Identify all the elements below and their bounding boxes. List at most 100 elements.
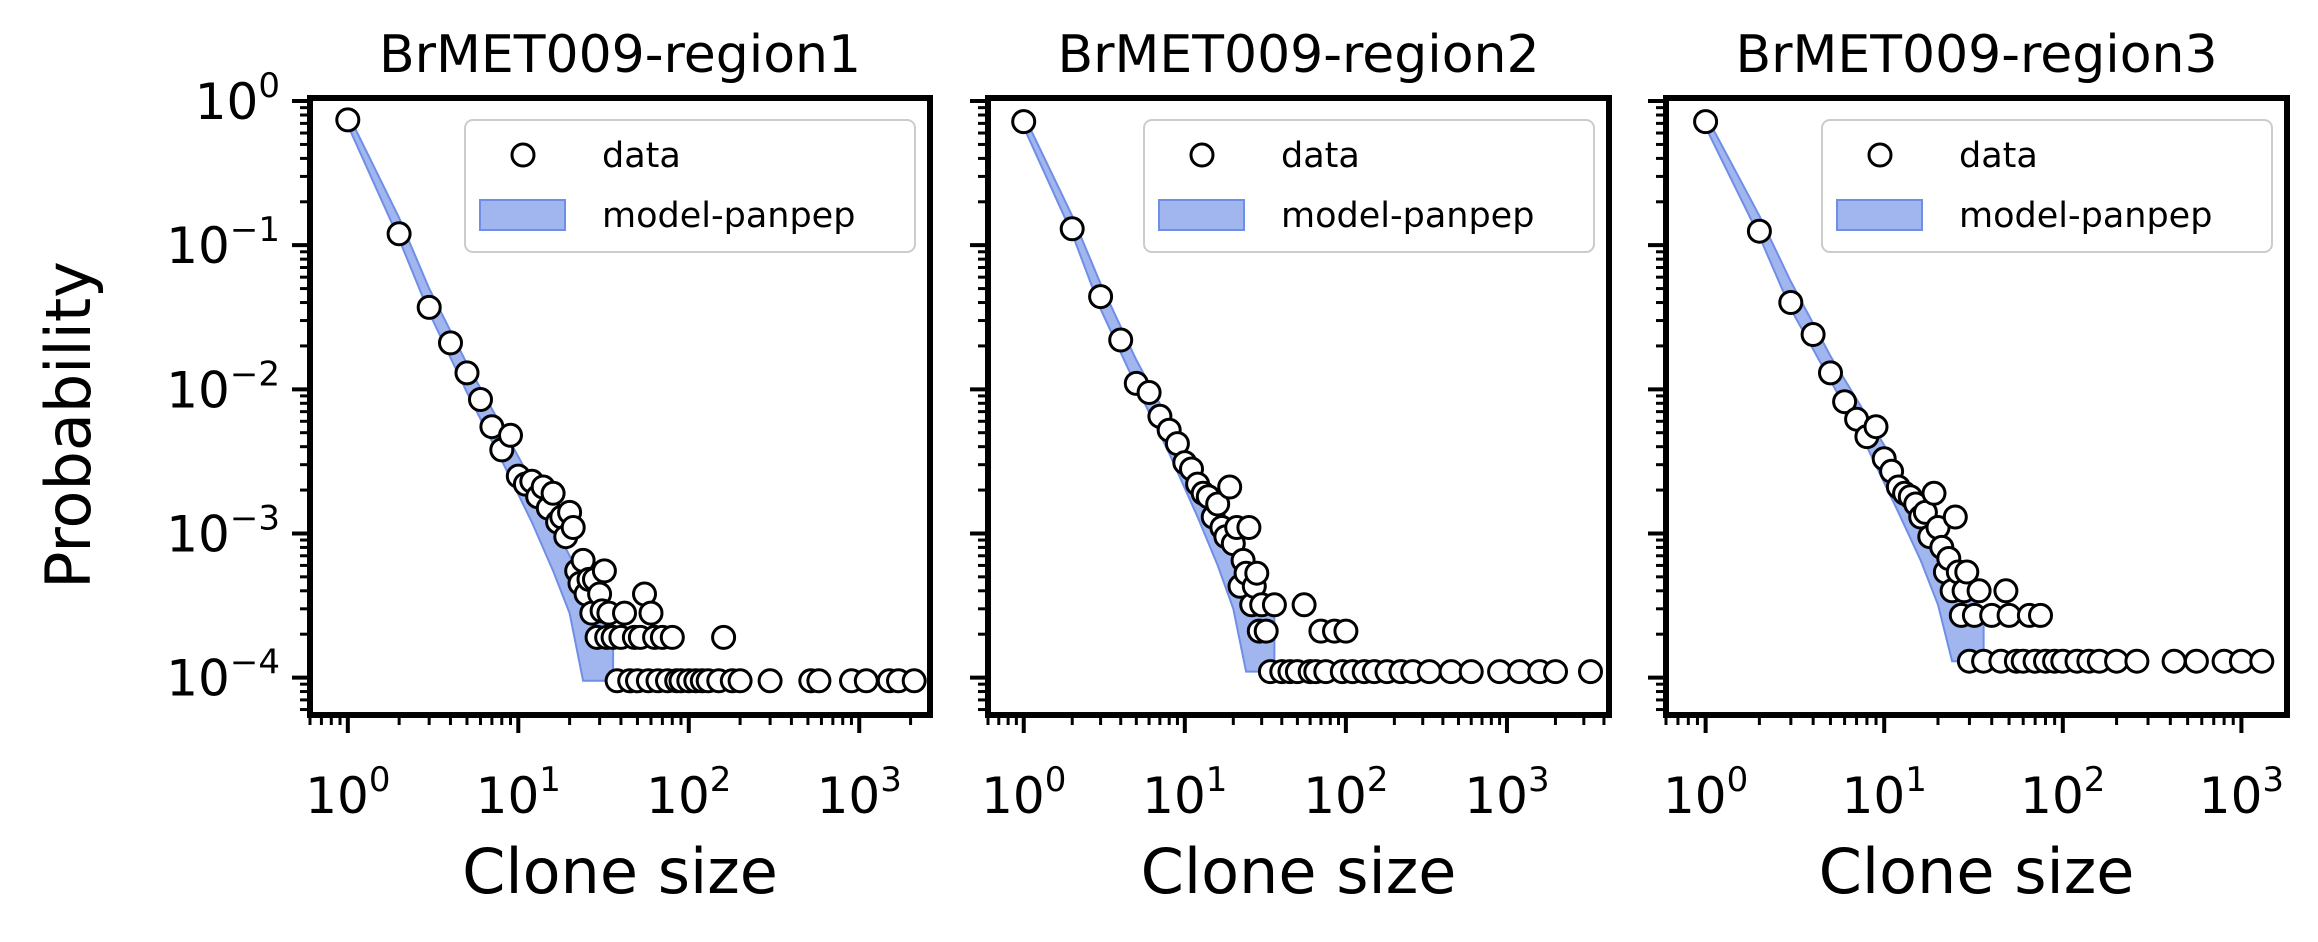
data-point — [560, 515, 586, 540]
x-axis-label: Clone size — [1141, 835, 1457, 908]
data-point — [2104, 648, 2130, 674]
x-tick-label: 100 — [981, 760, 1066, 825]
legend-frame — [464, 119, 916, 253]
legend-label-data: data — [602, 136, 681, 176]
legend-label-data: data — [1959, 136, 2038, 176]
data-point — [591, 558, 617, 584]
data-point — [727, 668, 753, 694]
data-point — [1059, 216, 1085, 242]
data-point — [454, 360, 480, 386]
data-point — [659, 624, 685, 650]
x-tick-label: 101 — [1142, 760, 1227, 825]
x-tick-label: 102 — [646, 760, 731, 825]
data-point — [1333, 618, 1359, 644]
plot-frame — [985, 95, 1612, 718]
data-point — [1244, 560, 1270, 586]
legend-marker-data — [1867, 142, 1893, 168]
x-tick-label: 102 — [2020, 760, 2105, 825]
x-tick-label: 100 — [1663, 760, 1748, 825]
y-tick-label: 100 — [195, 66, 280, 131]
data-point — [540, 480, 566, 506]
data-point — [612, 600, 637, 626]
data-point — [386, 221, 412, 247]
data-point — [1011, 109, 1037, 135]
data-point — [1818, 360, 1843, 386]
data-point — [2124, 648, 2150, 674]
data-point — [1217, 474, 1243, 500]
data-point — [1993, 578, 2019, 604]
legend-label-data: data — [1281, 136, 1360, 176]
x-tick-label: 103 — [1464, 760, 1549, 825]
data-point — [498, 422, 523, 448]
x-tick-label: 103 — [817, 760, 902, 825]
data-point — [1966, 578, 1992, 604]
data-point — [1832, 389, 1858, 415]
y-axis-label: Probability — [32, 261, 105, 589]
data-point — [806, 668, 832, 694]
data-point — [1996, 602, 2022, 628]
legend-patch-model — [1158, 199, 1245, 231]
x-tick-label: 101 — [1842, 760, 1927, 825]
chart-panel-3: BrMET009-region3 Clone size 100 101 102 103 da… — [1648, 25, 2290, 908]
data-point — [2028, 602, 2053, 628]
data-point — [1205, 491, 1231, 517]
data-point — [1921, 480, 1947, 506]
legend-label-model: model-panpep — [602, 196, 855, 236]
data-point — [1800, 322, 1826, 347]
data-point — [1416, 659, 1442, 685]
chart-panel-1: BrMET009-region1 Clone size 100 101 102 103 10… — [166, 25, 933, 908]
x-tick-label: 102 — [1303, 760, 1388, 825]
data-point — [1778, 290, 1804, 315]
plot-frame — [1663, 95, 2290, 718]
legend: data model-panpep — [1143, 119, 1595, 253]
data-point — [638, 600, 664, 626]
data-point — [2161, 648, 2187, 674]
data-point — [335, 107, 361, 133]
legend-label-model: model-panpep — [1281, 196, 1534, 236]
data-point — [1942, 504, 1968, 530]
data-point — [1746, 218, 1772, 244]
plot-frame — [307, 95, 933, 718]
data-point — [757, 668, 783, 694]
y-tick-label: 10−1 — [166, 210, 280, 275]
x-tick-label: 101 — [476, 760, 561, 825]
data-point — [416, 294, 442, 320]
legend-patch-model — [1836, 199, 1923, 231]
legend-label-model: model-panpep — [1959, 196, 2212, 236]
chart-title: BrMET009-region3 — [1735, 25, 2217, 85]
legend-frame — [1821, 119, 2273, 253]
data-point — [1261, 592, 1287, 618]
legend: data model-panpep — [464, 119, 916, 253]
chart-title: BrMET009-region2 — [1057, 25, 1539, 85]
data-point — [1108, 327, 1134, 353]
data-point — [853, 668, 879, 694]
data-point — [1136, 380, 1162, 405]
data-point — [468, 387, 493, 412]
y-tick-label: 10−2 — [166, 354, 280, 419]
data-point — [1863, 414, 1889, 440]
legend-marker-data — [1189, 142, 1215, 168]
chart-title: BrMET009-region1 — [379, 25, 861, 85]
data-point — [2228, 648, 2254, 674]
chart-panel-2: BrMET009-region2 Clone size 100 101 102 103 da… — [970, 25, 1612, 908]
legend: data model-panpep — [1821, 119, 2273, 253]
x-tick-label: 103 — [2199, 760, 2284, 825]
data-point — [1236, 515, 1262, 540]
x-axis-label: Clone size — [1819, 835, 2135, 908]
data-point — [438, 330, 463, 356]
x-axis-label: Clone size — [462, 835, 778, 908]
data-point — [2183, 648, 2209, 674]
y-tick-label: 10−3 — [166, 498, 280, 563]
x-tick-label: 100 — [305, 760, 390, 825]
legend-patch-model — [479, 199, 566, 231]
data-point — [1543, 659, 1568, 685]
data-point — [901, 668, 927, 694]
data-point — [1458, 659, 1484, 685]
data-point — [1954, 559, 1980, 585]
data-point — [1693, 109, 1719, 135]
y-tick-label: 10−4 — [166, 643, 280, 708]
legend-frame — [1143, 119, 1595, 253]
data-point — [1578, 659, 1603, 685]
legend-marker-data — [510, 142, 536, 168]
